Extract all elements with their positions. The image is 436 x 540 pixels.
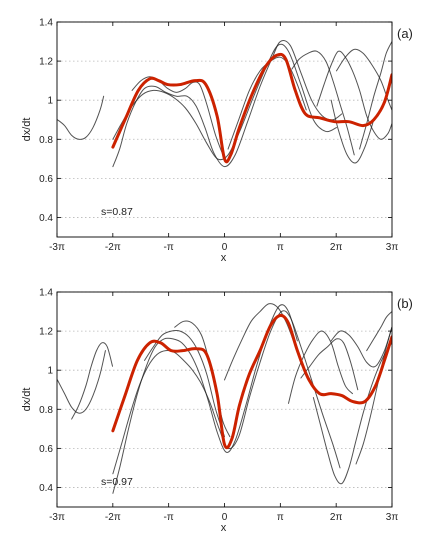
y-tick-label: 0.8 xyxy=(39,405,53,416)
highlight-series-line xyxy=(111,52,392,164)
background-series-line-12 xyxy=(355,326,392,465)
background-series-line-5 xyxy=(227,56,307,150)
series-group xyxy=(57,40,392,168)
background-series-line-10 xyxy=(330,99,375,164)
x-tick-label: -3π xyxy=(49,512,65,523)
plot-frame xyxy=(56,291,393,508)
background-series-line-4 xyxy=(131,76,225,160)
background-series-line-6 xyxy=(174,320,231,438)
background-series-line-2 xyxy=(112,40,343,168)
y-axis-label: dx/dt xyxy=(21,118,33,142)
x-tick-label: 2π xyxy=(330,512,343,523)
x-tick-label: 0 xyxy=(222,242,228,253)
y-tick-label: 1.4 xyxy=(39,288,53,299)
x-tick-label: -3π xyxy=(49,242,65,253)
y-tick-label: 1.2 xyxy=(39,57,53,68)
background-series-line-3 xyxy=(112,43,337,161)
background-series-line-1 xyxy=(57,350,106,414)
y-tick-label: 1.2 xyxy=(39,327,53,338)
x-tick-label: π xyxy=(277,242,284,253)
series-group xyxy=(57,303,392,494)
x-tick-label: -2π xyxy=(105,242,121,253)
panel-tag: (a) xyxy=(397,26,413,41)
plot-frame xyxy=(56,21,393,238)
panel-b: 0.4 0.6 0.8 1 1.2 1.4 -3π -2π -π 0 π 2π 3π x dx/dt (b) s… xyxy=(21,288,413,535)
background-series-line-8 xyxy=(287,330,353,404)
x-tick-label: -π xyxy=(164,242,174,253)
x-axis-label: x xyxy=(221,522,227,534)
y-tick-label: 0.4 xyxy=(39,483,53,494)
background-series-line-10 xyxy=(312,342,392,485)
panel-tag: (b) xyxy=(397,296,413,311)
x-tick-label: -π xyxy=(164,512,174,523)
background-series-line-9 xyxy=(300,338,359,391)
y-tick-label: 0.6 xyxy=(39,174,53,185)
y-tick-label: 1 xyxy=(47,366,53,377)
background-series-line-7 xyxy=(316,50,392,140)
parameter-annotation: s=0.87 xyxy=(101,206,133,218)
y-tick-label: 0.8 xyxy=(39,135,53,146)
background-series-line-2 xyxy=(71,342,114,420)
x-tick-label: 0 xyxy=(222,512,228,523)
background-series-line-11 xyxy=(330,326,392,368)
x-tick-label: π xyxy=(277,512,284,523)
background-series-line-4 xyxy=(112,310,341,475)
background-series-line-5 xyxy=(144,329,225,438)
y-tick-label: 0.4 xyxy=(39,213,53,224)
x-tick-label: 3π xyxy=(386,512,399,523)
x-axis-label: x xyxy=(221,252,227,264)
parameter-annotation: s=0.97 xyxy=(101,476,133,488)
y-tick-label: 1 xyxy=(47,96,53,107)
x-tick-label: 2π xyxy=(330,242,343,253)
x-tick-label: -2π xyxy=(105,512,121,523)
highlight-series-line xyxy=(111,313,392,450)
y-tick-label: 0.6 xyxy=(39,444,53,455)
background-series-line-1 xyxy=(57,95,105,140)
y-axis-label: dx/dt xyxy=(21,388,33,412)
panel-a: 0.4 0.6 0.8 1 1.2 1.4 -3π -2π -π 0 π 2π 3π x dx/dt (a) s… xyxy=(21,18,413,265)
background-series-line-8 xyxy=(335,48,392,111)
y-tick-label: 1.4 xyxy=(39,18,53,29)
x-tick-label: 3π xyxy=(386,242,399,253)
background-series-line-13 xyxy=(366,311,392,352)
